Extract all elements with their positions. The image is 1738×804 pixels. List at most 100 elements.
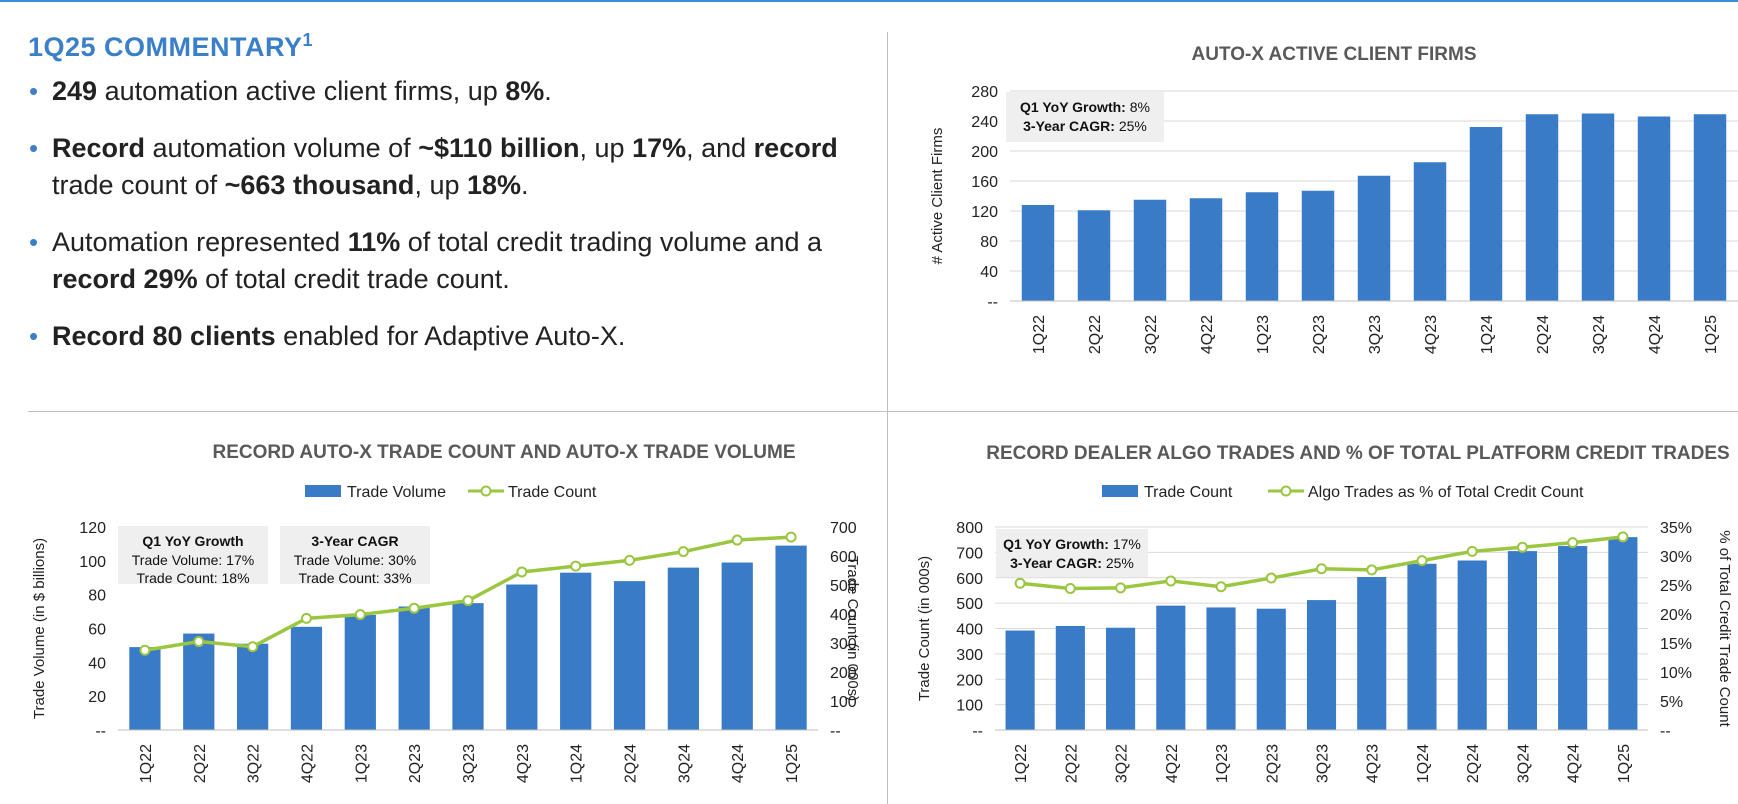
x-tick-label: 2Q22 — [1063, 744, 1080, 783]
bullet-dot: • — [29, 133, 39, 163]
line-point-1Q23 — [1215, 581, 1227, 593]
y-tick-label: 200 — [956, 672, 983, 689]
x-tick-label: 2Q23 — [407, 744, 424, 783]
x-tick-label: 3Q23 — [1315, 744, 1332, 783]
x-tick-label: 1Q23 — [1214, 744, 1231, 783]
y-axis-label: # Active Client Firms — [929, 128, 946, 265]
bar-4Q24 — [1558, 546, 1588, 730]
bar-2Q23 — [1301, 190, 1335, 301]
line-point-1Q25 — [1617, 531, 1629, 543]
x-tick-label: 2Q22 — [1087, 315, 1104, 354]
bar-3Q24 — [1507, 551, 1537, 730]
x-tick-label: 2Q24 — [1465, 744, 1482, 783]
commentary-bullet: • Automation represented 11% of total cre… — [28, 224, 878, 298]
legend-line-marker — [480, 485, 492, 497]
bar-4Q23 — [1413, 162, 1447, 301]
y-tick-label: 80 — [980, 234, 998, 251]
y2-tick-label: 15% — [1660, 636, 1692, 653]
y2-tick-label: 5% — [1660, 694, 1683, 711]
x-tick-label: 1Q25 — [784, 744, 801, 783]
y2-tick-label: 10% — [1660, 665, 1692, 682]
y-tick-label: 400 — [956, 622, 983, 639]
y2-tick-label: -- — [1660, 723, 1671, 740]
bullet-text: , up — [414, 170, 467, 200]
y2-tick-label: 30% — [1660, 549, 1692, 566]
x-tick-label: 4Q24 — [1566, 744, 1583, 783]
active-firms-chart: AUTO-X ACTIVE CLIENT FIRMS -- 40 80 120 160 20… — [890, 36, 1738, 406]
growth-box-label: Q1 YoY Growth: — [1020, 99, 1126, 115]
line-point-2Q23 — [1265, 572, 1277, 584]
line-point-4Q22 — [1165, 575, 1177, 587]
x-tick-label: 1Q25 — [1616, 744, 1633, 783]
line-point-3Q22 — [247, 641, 259, 653]
x-tick-label: 1Q22 — [138, 744, 155, 783]
x-tick-label: 4Q22 — [1164, 744, 1181, 783]
bullet-text: record 29% — [52, 264, 198, 294]
x-tick-label: 3Q24 — [676, 744, 693, 783]
growth-box-line: 3-Year CAGR: 25% — [1010, 555, 1134, 571]
y2-tick-label: 300 — [830, 636, 857, 653]
y-tick-label: 700 — [956, 545, 983, 562]
dealer-algo-chart: RECORD DEALER ALGO TRADES AND % OF TOTAL… — [910, 425, 1738, 804]
y2-tick-label: 500 — [830, 578, 857, 595]
x-tick-label: 1Q24 — [1415, 744, 1432, 783]
dealer-algo-svg: RECORD DEALER ALGO TRADES AND % OF TOTAL… — [916, 443, 1733, 783]
vertical-divider — [887, 32, 888, 804]
y-tick-label: 240 — [971, 114, 998, 131]
line-point-3Q24 — [1516, 541, 1528, 553]
growth-box-label: Q1 YoY Growth: — [1003, 536, 1109, 552]
growth-box — [1006, 92, 1164, 142]
x-tick-label: 4Q23 — [1423, 315, 1440, 354]
horizontal-divider — [28, 411, 1738, 412]
line-point-1Q22 — [1014, 577, 1026, 589]
y-tick-label: 300 — [956, 647, 983, 664]
y-tick-label: 100 — [79, 554, 106, 571]
x-tick-label: 4Q24 — [1647, 315, 1664, 354]
bullet-text: ~663 thousand — [224, 170, 415, 200]
growth-box-line: Trade Volume: 17% — [132, 552, 254, 568]
chart-title: RECORD AUTO-X TRADE COUNT AND AUTO-X TRA… — [212, 442, 795, 463]
x-tick-label: 1Q23 — [353, 744, 370, 783]
x-tick-label: 1Q25 — [1703, 315, 1720, 354]
growth-box-line: Q1 YoY Growth: 17% — [1003, 536, 1141, 552]
bullet-text: 8% — [505, 76, 545, 106]
chart-title: AUTO-X ACTIVE CLIENT FIRMS — [1192, 44, 1477, 65]
y-tick-label: 40 — [980, 264, 998, 281]
y-tick-label: 600 — [956, 571, 983, 588]
bar-4Q24 — [1637, 116, 1671, 301]
x-tick-label: 3Q22 — [1114, 744, 1131, 783]
bar-3Q22 — [1106, 627, 1136, 730]
growth-box-line: Trade Count: 33% — [298, 570, 411, 586]
bar-2Q24 — [1457, 560, 1487, 730]
commentary-panel: 1Q25 COMMENTARY1 • 249 automation active … — [28, 30, 878, 375]
bar-1Q23 — [1245, 192, 1279, 301]
bullet-text: Record 80 clients — [52, 321, 276, 351]
y-tick-label: 160 — [971, 174, 998, 191]
line-point-4Q22 — [300, 612, 312, 624]
commentary-bullet: • 249 automation active client firms, up … — [28, 73, 878, 110]
bar-2Q22 — [1077, 210, 1111, 301]
bar-4Q22 — [290, 626, 323, 730]
bar-2Q24 — [613, 581, 646, 730]
bar-1Q24 — [1469, 127, 1503, 301]
line-point-2Q22 — [193, 636, 205, 648]
legend-line-label: Trade Count — [508, 484, 597, 501]
line-point-3Q23 — [462, 595, 474, 607]
bar-2Q22 — [183, 633, 215, 730]
x-tick-label: 3Q24 — [1515, 744, 1532, 783]
x-tick-label: 3Q23 — [1367, 315, 1384, 354]
bullet-text: of total credit trade count. — [197, 264, 510, 294]
bar-1Q24 — [1407, 563, 1437, 730]
bar-3Q23 — [1357, 175, 1391, 301]
x-tick-label: 2Q23 — [1311, 315, 1328, 354]
y2-tick-label: 100 — [830, 694, 857, 711]
bullet-text: record — [753, 133, 838, 163]
y2-tick-label: 600 — [830, 549, 857, 566]
bullet-dot: • — [29, 227, 39, 257]
bar-2Q23 — [1256, 608, 1286, 730]
x-tick-label: 3Q22 — [246, 744, 263, 783]
bullet-text: automation volume of — [145, 133, 419, 163]
bar-1Q23 — [344, 614, 376, 730]
bullet-text: Record — [52, 133, 146, 163]
line-point-4Q23 — [516, 566, 528, 578]
